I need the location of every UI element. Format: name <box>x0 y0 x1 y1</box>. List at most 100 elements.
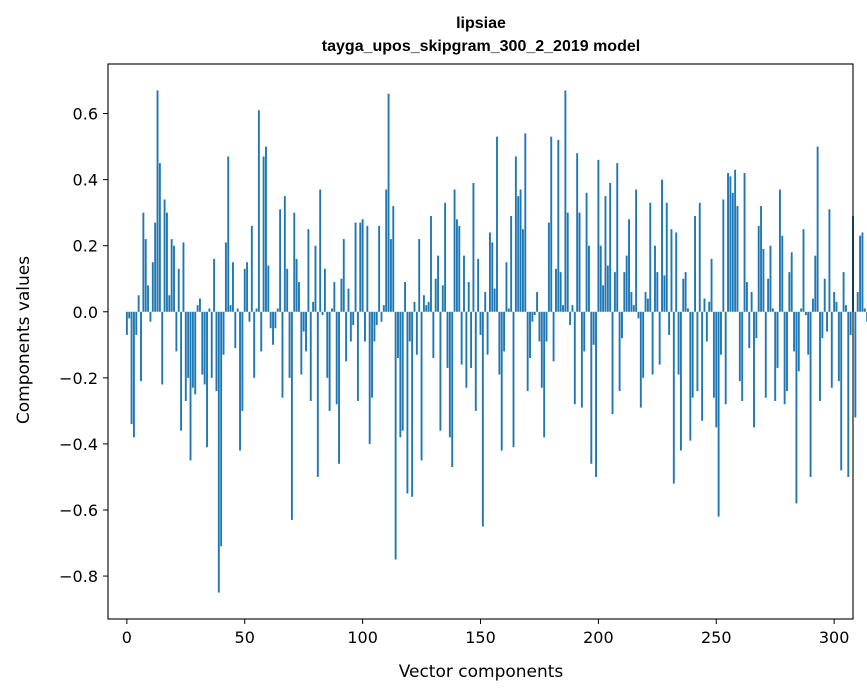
bar-157 <box>496 136 498 312</box>
x-tick-label: 250 <box>701 628 732 647</box>
bar-26 <box>187 311 190 378</box>
bar-237 <box>684 272 687 312</box>
bar-285 <box>797 311 800 372</box>
bar-63 <box>274 311 277 329</box>
bar-209 <box>618 311 621 392</box>
bar-243 <box>698 202 701 312</box>
bar-274 <box>771 308 774 312</box>
bar-229 <box>665 202 668 312</box>
bar-54 <box>253 311 256 378</box>
bar-24 <box>182 242 185 312</box>
bar-39 <box>217 311 220 593</box>
bar-160 <box>503 311 506 352</box>
bar-150 <box>479 311 482 335</box>
bar-42 <box>224 242 227 312</box>
bar-241 <box>694 215 696 312</box>
bar-293 <box>816 146 819 312</box>
bar-128 <box>427 301 430 312</box>
bar-223 <box>651 311 654 375</box>
bar-143 <box>463 255 465 312</box>
bar-264 <box>748 311 751 349</box>
bar-73 <box>298 282 300 312</box>
bar-214 <box>630 291 633 312</box>
bar-271 <box>764 311 767 398</box>
y-tick-label: 0.4 <box>73 171 98 190</box>
bar-232 <box>672 311 675 484</box>
bar-307 <box>849 311 852 335</box>
bar-291 <box>811 298 814 312</box>
bar-82 <box>319 189 322 312</box>
bar-287 <box>802 229 805 312</box>
bar-217 <box>637 311 640 319</box>
bar-204 <box>606 265 609 312</box>
bar-165 <box>514 156 517 312</box>
bar-262 <box>743 173 746 312</box>
bar-99 <box>359 222 362 312</box>
y-tick-label: −0.6 <box>59 501 98 520</box>
bar-34 <box>206 311 208 448</box>
bar-0 <box>125 311 128 335</box>
bar-281 <box>788 272 791 312</box>
bar-102 <box>366 225 369 312</box>
bar-230 <box>668 311 671 335</box>
bar-176 <box>540 311 543 388</box>
bar-41 <box>222 311 225 355</box>
bar-88 <box>333 282 336 312</box>
bar-95 <box>349 311 352 342</box>
bar-295 <box>821 311 824 339</box>
bar-159 <box>500 311 503 451</box>
bar-194 <box>583 311 586 352</box>
chart-subtitle: tayga_upos_skipgram_300_2_2019 model <box>322 38 640 55</box>
bar-50 <box>243 268 246 312</box>
bar-152 <box>484 291 487 312</box>
bar-231 <box>670 229 673 312</box>
bar-104 <box>371 311 373 398</box>
bar-7 <box>142 212 145 312</box>
bar-225 <box>656 272 659 312</box>
bar-5 <box>137 295 140 312</box>
bar-46 <box>234 311 237 349</box>
bar-187 <box>566 212 569 312</box>
bars-group <box>125 90 867 593</box>
bar-200 <box>597 159 600 312</box>
bar-29 <box>194 311 197 395</box>
bar-2 <box>130 311 133 425</box>
bar-184 <box>559 272 562 312</box>
bar-123 <box>415 311 418 355</box>
bar-215 <box>632 305 635 312</box>
bar-255 <box>727 173 729 312</box>
bar-276 <box>776 311 779 368</box>
bar-137 <box>448 311 451 438</box>
bar-221 <box>646 298 649 312</box>
bar-28 <box>191 311 194 388</box>
bar-115 <box>397 311 399 359</box>
bar-288 <box>804 311 807 316</box>
bar-257 <box>731 192 734 312</box>
bar-158 <box>498 311 501 375</box>
bar-206 <box>611 311 614 415</box>
bar-220 <box>644 291 647 312</box>
bar-301 <box>835 301 838 312</box>
bar-300 <box>833 291 836 312</box>
bar-240 <box>691 311 694 398</box>
bar-55 <box>255 308 258 312</box>
y-tick-label: −0.2 <box>59 369 98 388</box>
bar-118 <box>404 282 406 312</box>
bar-185 <box>562 305 564 312</box>
bar-11 <box>151 262 154 312</box>
bar-100 <box>361 219 364 312</box>
bar-31 <box>199 298 201 312</box>
bar-181 <box>552 311 555 362</box>
bar-189 <box>571 305 574 312</box>
bar-130 <box>432 311 435 359</box>
bar-219 <box>642 311 645 378</box>
bar-33 <box>203 311 206 385</box>
plot-frame <box>107 63 854 620</box>
bar-19 <box>170 239 173 312</box>
bar-248 <box>710 258 713 312</box>
bar-211 <box>623 272 626 312</box>
bar-45 <box>232 262 234 312</box>
bar-179 <box>547 222 550 312</box>
bar-116 <box>399 311 402 438</box>
bar-146 <box>470 311 473 368</box>
